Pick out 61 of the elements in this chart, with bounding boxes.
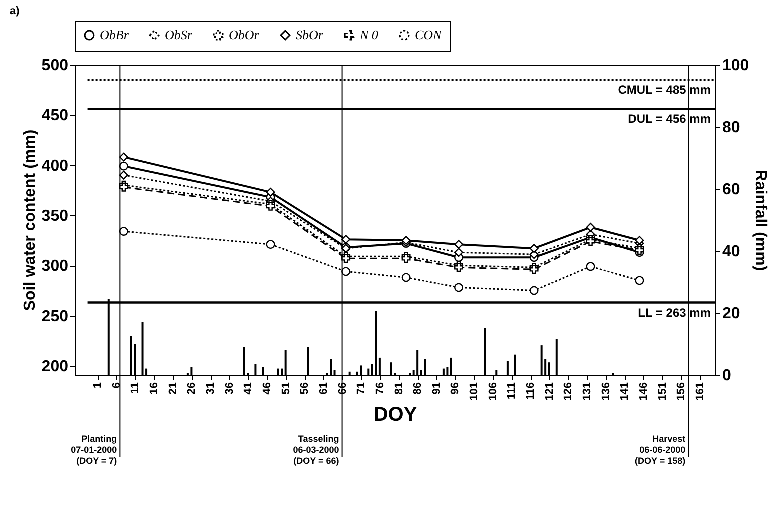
x-tick-label: 106 (487, 382, 500, 401)
ref-line-label: Planting 07-01-2000 (DOY = 7) (71, 434, 118, 466)
y2-tick-label: 0 (722, 368, 732, 384)
x-tick-label: 31 (205, 382, 218, 395)
x-tick-label: 86 (412, 382, 424, 395)
y2-tick-label: 100 (722, 58, 750, 74)
chart-title: a) (10, 6, 20, 18)
y2-tick-label: 20 (722, 306, 740, 322)
x-tick-label: 116 (525, 382, 538, 400)
ref-line-label: DUL = 456 mm (628, 112, 711, 126)
x-tick-label: 126 (562, 382, 575, 401)
x-tick-label: 11 (130, 382, 142, 394)
x-tick-label: 121 (544, 382, 556, 401)
x-tick-label: 51 (280, 382, 292, 395)
x-tick-label: 156 (676, 382, 688, 401)
y2-tick-label: 80 (722, 120, 740, 136)
x-tick-label: 1 (92, 382, 104, 389)
y-tick-label: 200 (42, 358, 69, 376)
x-tick-label: 151 (656, 382, 669, 401)
x-tick-label: 41 (242, 382, 255, 395)
x-tick-label: 76 (374, 382, 386, 395)
legend-label: ObBr (100, 28, 130, 43)
legend-label: SbOr (296, 28, 324, 43)
x-tick-label: 26 (186, 382, 198, 395)
ref-line-label: LL = 263 mm (638, 306, 711, 320)
x-tick-label: 96 (450, 382, 462, 395)
x-tick-label: 111 (506, 382, 518, 400)
y2-axis-title: Rainfall (mm) (752, 170, 770, 272)
x-axis-title: DOY (374, 404, 418, 426)
x-tick-label: 6 (110, 382, 123, 389)
legend-label: ObSr (165, 28, 194, 43)
x-tick-label: 36 (224, 382, 236, 395)
y-tick-label: 450 (42, 108, 69, 125)
y-tick-label: 400 (42, 158, 69, 175)
x-tick-label: 61 (318, 382, 330, 395)
y-tick-label: 350 (42, 208, 69, 225)
x-tick-label: 56 (299, 382, 312, 395)
x-tick-label: 146 (638, 382, 650, 401)
y2-tick-label: 40 (722, 244, 740, 260)
y-axis-title: Soil water content (mm) (22, 130, 39, 312)
legend-label: CON (415, 28, 444, 43)
x-tick-label: 101 (468, 382, 481, 401)
x-tick-label: 81 (393, 382, 406, 395)
x-tick-label: 161 (694, 382, 706, 401)
y-tick-label: 300 (42, 258, 69, 276)
y-tick-label: 500 (42, 58, 69, 74)
ref-line-label: Tasseling 06-03-2000 (DOY = 66) (293, 434, 340, 466)
ref-line-label: CMUL = 485 mm (618, 83, 711, 98)
y-tick-label: 250 (42, 308, 69, 326)
y2-tick-label: 60 (722, 182, 740, 198)
legend-label: N 0 (359, 28, 379, 43)
x-tick-label: 131 (582, 382, 594, 401)
x-tick-label: 46 (262, 382, 274, 395)
x-tick-label: 141 (619, 382, 632, 401)
x-tick-label: 136 (600, 382, 612, 401)
x-tick-label: 16 (148, 382, 161, 395)
legend-label: ObOr (229, 28, 260, 43)
ref-line-label: Harvest 06-06-2000 (DOY = 158) (635, 434, 686, 466)
x-tick-label: 91 (430, 382, 443, 395)
x-tick-label: 21 (167, 382, 180, 395)
x-tick-label: 71 (356, 382, 368, 395)
